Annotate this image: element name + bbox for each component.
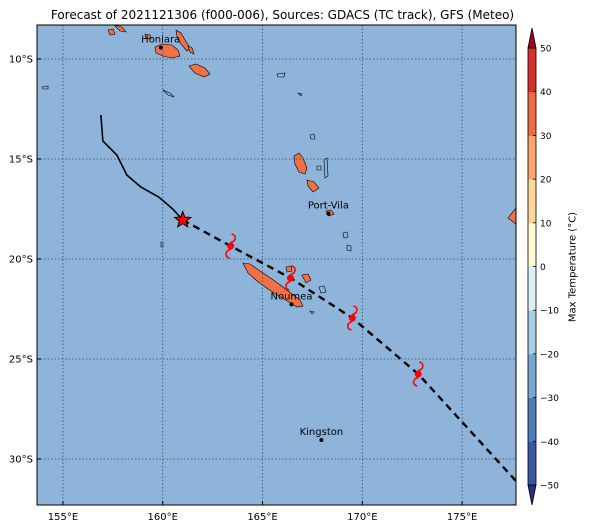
- lon-tick-label: 170°E: [347, 512, 377, 523]
- colorbar-tick-label: 40: [540, 88, 552, 98]
- vanuatu-small-1: [309, 133, 316, 140]
- solomon-islands-small-3: [187, 45, 195, 55]
- colorbar-segment: [528, 353, 536, 399]
- vanuatu-small-4: [342, 231, 349, 239]
- colorbar-segment: [528, 48, 536, 93]
- lon-tick-label: 175°E: [447, 512, 477, 523]
- city-marker: [319, 438, 324, 442]
- city-label: Kingston: [300, 427, 344, 438]
- storm-eye: [286, 274, 294, 282]
- forecast-track-line: [182, 218, 516, 482]
- lon-tick-label: 165°E: [247, 512, 277, 523]
- lat-tick-label: 25°S: [9, 355, 33, 366]
- city-label: Noumea: [270, 291, 312, 302]
- storm-arm-upper: [230, 233, 237, 244]
- solomon-islands-malaita: [175, 29, 191, 52]
- colorbar-max-extension: [527, 27, 537, 49]
- vanuatu-small-3: [316, 165, 322, 171]
- past-track-line: [100, 114, 184, 221]
- city-marker: [289, 302, 294, 307]
- colorbar-tick-label: −10: [540, 307, 559, 317]
- city-layer: Honiara Port-Vila Noumea Kingston: [141, 35, 349, 442]
- storm-arm-upper: [417, 361, 424, 372]
- lat-tick-label: 20°S: [9, 255, 33, 266]
- colorbar-segment: [528, 266, 536, 311]
- storm-arm-lower: [225, 248, 231, 259]
- islet-1: [276, 72, 286, 78]
- solomon-islands-makira: [188, 63, 211, 78]
- vanuatu-small-2: [323, 157, 329, 179]
- colorbar-segment: [528, 310, 536, 355]
- solomon-islands-small-1: [107, 28, 116, 36]
- colorbar-segment: [528, 222, 536, 267]
- colorbar-tick-label: 10: [540, 219, 552, 229]
- colorbar-segment: [528, 179, 536, 224]
- colorbar-tick-label: −20: [540, 350, 559, 360]
- storm-arm-lower: [412, 376, 419, 387]
- colorbar-tick-label: 20: [540, 176, 552, 186]
- solomon-islands-small-2: [144, 33, 152, 40]
- storm-arm-upper: [352, 305, 358, 316]
- colorbar-tick-label: 30: [540, 132, 552, 142]
- colorbar-segment: [528, 91, 536, 136]
- vanuatu-espiritu-santo: [293, 152, 308, 175]
- colorbar-segment: [528, 397, 536, 442]
- colorbar-tick-label: 50: [540, 45, 552, 55]
- map-frame: [36, 24, 517, 506]
- colorbar-segment: [528, 135, 536, 180]
- city-marker: [326, 211, 331, 216]
- new-caledonia-loyalty-2: [318, 285, 327, 294]
- storm-icon: [225, 233, 237, 259]
- new-caledonia-loyalty-1: [301, 273, 312, 284]
- storm-icon: [346, 305, 358, 331]
- land-layer: [41, 25, 516, 315]
- storm-arm-upper: [290, 265, 296, 276]
- city-label: Port-Vila: [308, 201, 349, 212]
- islet-2: [162, 89, 175, 98]
- vanuatu-small-5: [346, 244, 352, 252]
- colorbar-tick-label: −30: [540, 394, 559, 404]
- current-position-star: [173, 210, 193, 229]
- colorbar-tick-label: 0: [540, 263, 546, 273]
- storm-eye: [227, 242, 235, 250]
- islet-4: [297, 92, 303, 97]
- colorbar: 50 40 30 20 10 0 −10 −20 −30 −40 −50: [527, 27, 559, 506]
- lat-tick-label: 30°S: [9, 455, 33, 466]
- storm-arm-lower: [285, 280, 291, 291]
- map-title: Forecast of 2021121306 (f000-006), Sourc…: [50, 8, 515, 22]
- colorbar-label: Max Temperature (°C): [567, 211, 579, 323]
- colorbar-segment: [528, 441, 536, 486]
- colorbar-tick-label: −50: [540, 482, 559, 492]
- city-marker: [158, 45, 163, 50]
- lon-tick-label: 155°E: [48, 512, 78, 523]
- axis-ticks: 155°E 160°E 165°E 170°E 175°E 10°S 15°S 20°S 25°…: [9, 55, 477, 524]
- islet-3: [41, 85, 49, 90]
- lat-tick-label: 10°S: [9, 55, 33, 66]
- fiji-edge: [507, 207, 516, 225]
- city-label: Honiara: [141, 35, 180, 46]
- storm-icon: [412, 361, 424, 387]
- new-caledonia-grande-terre: [242, 262, 304, 308]
- lat-tick-label: 15°S: [9, 155, 33, 166]
- ocean-background: [37, 25, 516, 505]
- solomon-islands-north: [113, 25, 127, 33]
- storm-arm-lower: [346, 320, 353, 331]
- graticule: [37, 25, 516, 505]
- colorbar-min-extension: [527, 484, 537, 506]
- islet-5: [309, 310, 315, 315]
- storm-eye: [348, 314, 356, 322]
- storm-icon: [285, 265, 296, 291]
- colorbar-tick-label: −40: [540, 438, 559, 448]
- cyclone-track: [100, 114, 516, 482]
- new-caledonia-small: [285, 265, 293, 273]
- lon-tick-label: 160°E: [148, 512, 178, 523]
- storm-eye: [414, 370, 422, 378]
- vanuatu-malekula: [306, 179, 320, 193]
